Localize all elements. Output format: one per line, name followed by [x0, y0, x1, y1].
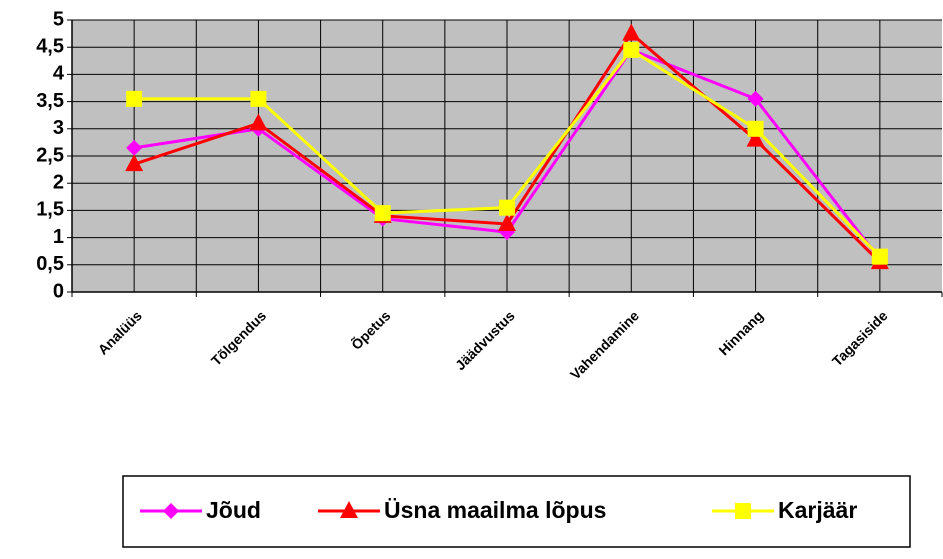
legend — [122, 475, 911, 548]
y-tick-label: 0,5 — [36, 253, 64, 275]
y-tick-label: 3 — [53, 117, 64, 139]
marker — [747, 90, 764, 107]
marker — [747, 120, 764, 137]
marker — [126, 139, 143, 156]
legend-marker — [340, 501, 358, 518]
marker — [249, 113, 268, 131]
x-tick-label: Vahendamine — [567, 307, 642, 382]
marker — [125, 154, 144, 172]
y-tick-label: 4,5 — [36, 35, 64, 57]
x-tick-label: Tõlgendus — [208, 307, 270, 369]
y-tick-label: 4 — [53, 63, 65, 85]
x-tick-label: Analüüs — [95, 307, 146, 358]
y-tick-label: 1,5 — [36, 199, 64, 221]
x-tick-label: Jäädvustus — [452, 307, 518, 373]
marker — [499, 199, 515, 216]
x-tick-label: Hinnang — [715, 307, 766, 358]
y-tick-label: 2,5 — [36, 144, 64, 166]
legend-label: Üsna maailma lõpus — [384, 497, 606, 523]
legend-marker — [735, 503, 751, 519]
marker — [746, 129, 765, 147]
y-tick-label: 1 — [53, 226, 64, 248]
x-tick-label: Tagasiside — [829, 307, 891, 369]
marker — [250, 90, 267, 107]
legend-marker — [163, 503, 179, 519]
marker — [871, 248, 888, 265]
marker — [623, 41, 640, 58]
y-tick-label: 5 — [53, 8, 64, 30]
legend-label: Karjäär — [778, 497, 857, 523]
y-tick-label: 0 — [53, 280, 64, 302]
y-tick-label: 2 — [53, 171, 64, 193]
marker — [498, 214, 516, 231]
legend-label: Jõud — [206, 497, 261, 523]
marker — [374, 205, 391, 222]
x-tick-label: Õpetus — [347, 307, 393, 353]
y-tick-label: 3,5 — [36, 90, 64, 112]
marker — [126, 90, 143, 107]
marker — [622, 23, 641, 41]
